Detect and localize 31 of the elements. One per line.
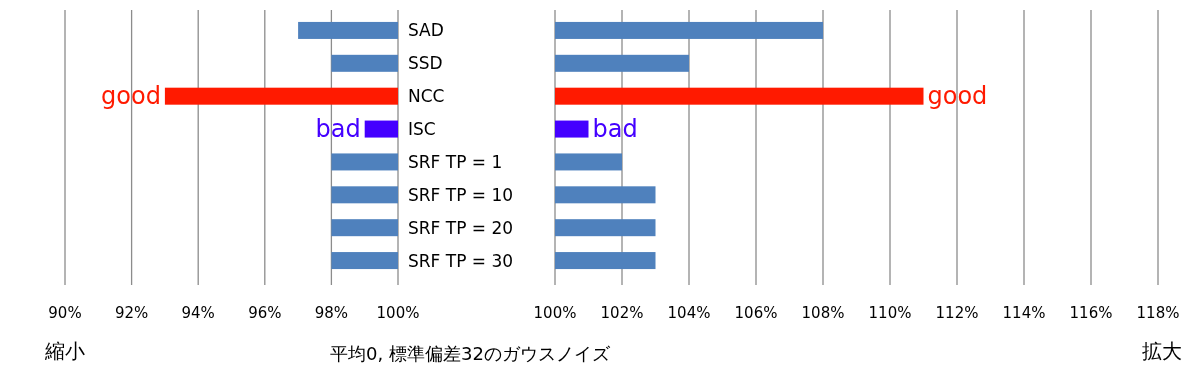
x-tick-label: 106%: [734, 304, 778, 322]
text: 平均0, 標準偏差32のガウスノイズ: [330, 343, 611, 364]
x-tick-label: 98%: [314, 304, 349, 322]
y-tick-label: SRF TP = 10: [408, 184, 514, 205]
annotation: good: [927, 82, 988, 111]
x-tick-label: 102%: [600, 304, 644, 322]
x-tick-label: 100%: [533, 304, 577, 322]
x-axis-title: 縮小: [44, 339, 85, 363]
x-tick-label: 104%: [667, 304, 711, 322]
y-tick-label: SAD: [408, 20, 444, 41]
x-tick-label: 94%: [181, 304, 215, 322]
y-tick-label: SRF TP = 30: [408, 250, 514, 271]
x-tick-label: 90%: [48, 304, 82, 322]
x-tick-label: 112%: [935, 304, 979, 322]
x-tick-label: 108%: [801, 304, 845, 322]
x-tick-label: 114%: [1002, 304, 1046, 322]
x-axis-title: 拡大: [1142, 339, 1182, 363]
y-tick-label: ISC: [408, 119, 436, 140]
y-tick-label: SRF TP = 1: [408, 151, 503, 172]
annotation: good: [101, 82, 161, 111]
annotation: bad: [315, 115, 361, 144]
annotation: bad: [592, 115, 638, 144]
y-tick-label: NCC: [408, 86, 445, 107]
x-tick-label: 92%: [114, 304, 149, 322]
y-tick-label: SRF TP = 20: [408, 217, 514, 238]
y-tick-label: SSD: [408, 53, 443, 74]
x-tick-label: 100%: [376, 304, 420, 322]
x-tick-label: 118%: [1136, 304, 1180, 322]
x-tick-label: 110%: [868, 304, 912, 322]
x-tick-label: 96%: [248, 304, 282, 322]
x-tick-label: 116%: [1069, 304, 1113, 322]
